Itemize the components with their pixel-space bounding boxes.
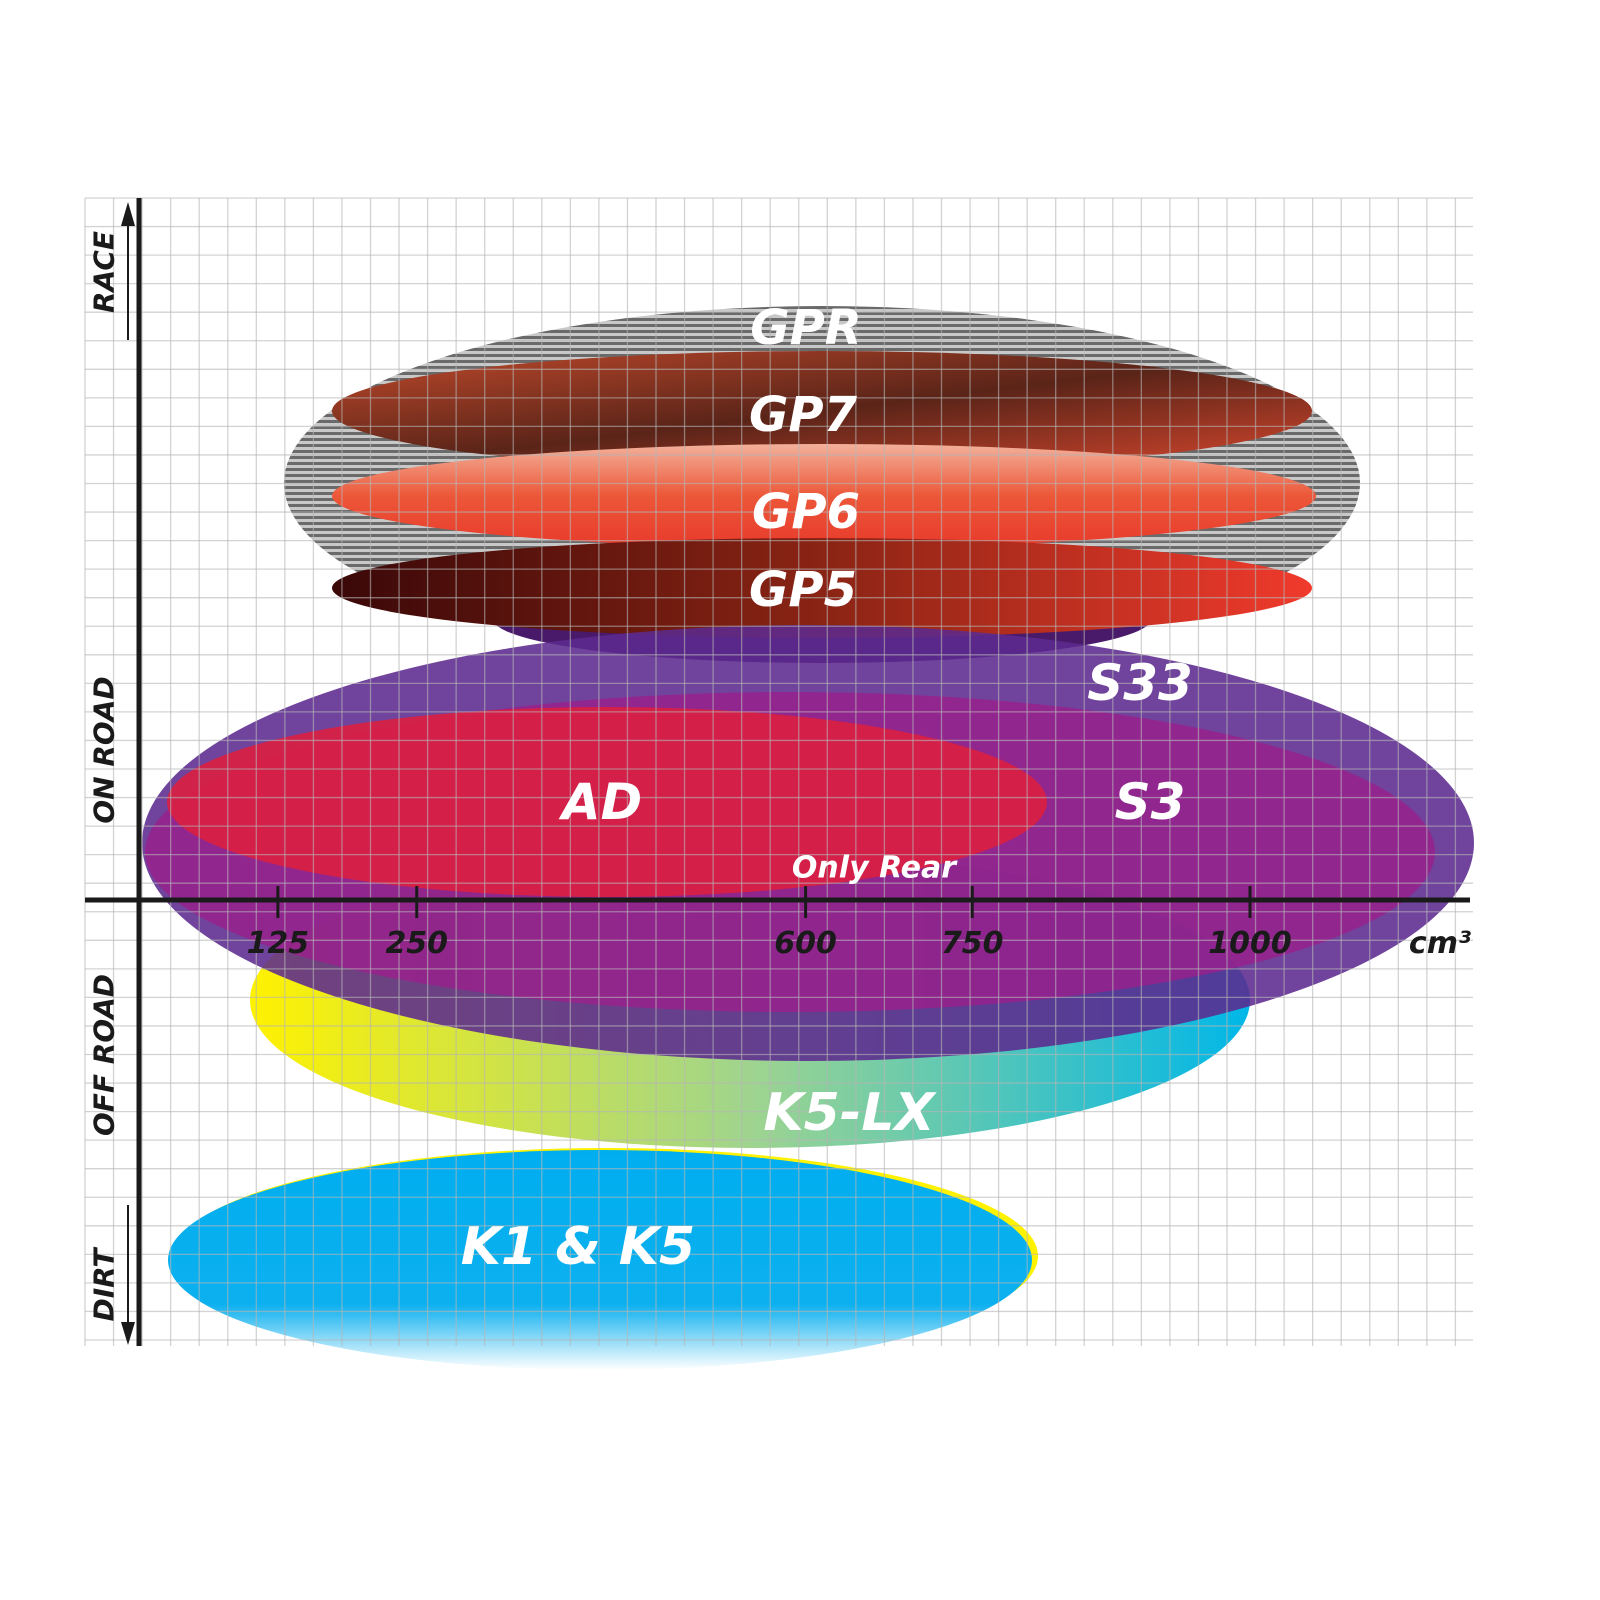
label-gp7: GP7 — [749, 387, 858, 443]
range-ellipse-gp5 — [332, 538, 1312, 638]
y-label-on-road: ON ROAD — [88, 676, 121, 823]
label-k5-lx: K5-LX — [763, 1083, 937, 1143]
y-label-off-road: OFF ROAD — [88, 974, 121, 1136]
label-ad: AD — [558, 773, 642, 831]
label-s33: S33 — [1087, 654, 1193, 712]
x-tick-label: 600 — [774, 926, 837, 961]
x-tick-label: 1000 — [1208, 926, 1292, 961]
x-tick-label: 750 — [941, 926, 1004, 961]
label-k1-k5: K1 & K5 — [461, 1217, 696, 1277]
x-axis-unit: cm³ — [1409, 926, 1471, 961]
label-gpr: GPR — [750, 300, 862, 356]
x-tick-label: 125 — [247, 926, 310, 961]
range-ellipse-gp7 — [332, 351, 1312, 471]
range-ellipse-gp6 — [332, 444, 1316, 548]
range-ellipse-k1-k5 — [168, 1150, 1032, 1370]
y-label-dirt: DIRT — [88, 1247, 121, 1322]
only-rear-annotation: Only Rear — [792, 851, 958, 886]
race-arrowhead-icon — [121, 202, 135, 226]
label-s3: S3 — [1115, 773, 1186, 831]
x-tick-label: 250 — [385, 926, 448, 961]
label-gp6: GP6 — [752, 484, 860, 540]
y-label-race: RACE — [88, 231, 121, 313]
dirt-arrowhead-icon — [121, 1322, 135, 1345]
grid — [84, 197, 1473, 1346]
label-gp5: GP5 — [749, 562, 857, 618]
